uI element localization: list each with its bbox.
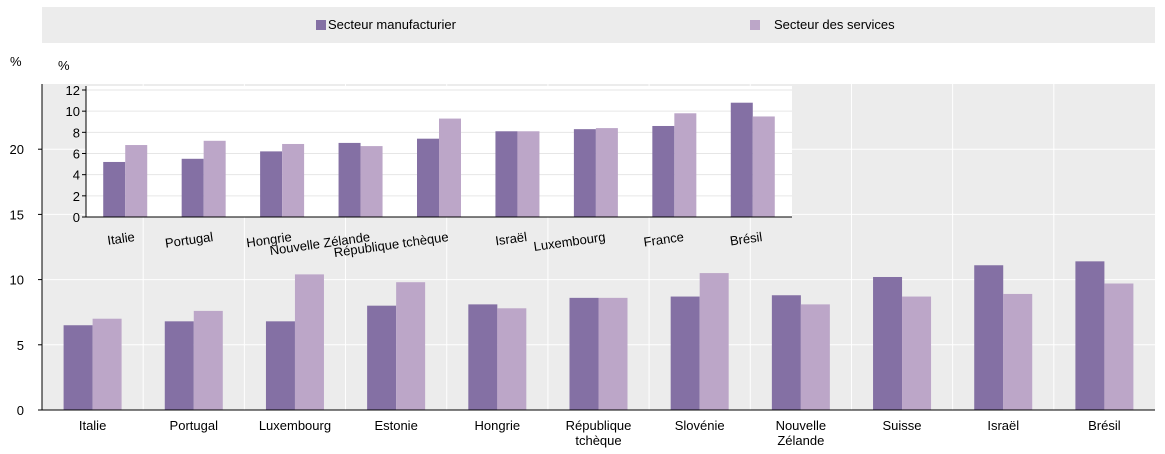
inset-bar-manufacturing [417,138,439,217]
main-x-tick-label: Portugal [170,418,219,433]
main-bar-manufacturing [265,321,295,410]
legend: Secteur manufacturier Secteur des servic… [42,7,1155,43]
main-y-tick-label: 15 [10,207,24,222]
main-bar-services [396,282,426,410]
main-y-tick-label: 20 [10,142,24,157]
main-bar-services [497,308,527,410]
legend-label-services: Secteur des services [774,17,895,32]
main-bar-services [699,273,729,410]
inset-bar-manufacturing [181,158,204,217]
main-bar-services [800,304,830,410]
inset-bar-manufacturing [495,131,518,217]
inset-bar-services [517,131,540,217]
inset-bar-services [282,143,305,217]
main-y-tick-label: 5 [17,338,24,353]
inset-bar-services [439,118,461,217]
inset-bar-services [125,145,148,217]
main-bar-services [92,318,122,410]
main-bar-manufacturing [367,305,397,410]
main-bar-manufacturing [468,304,498,410]
legend-item-services: Secteur des services [750,17,895,32]
main-y-tick-label: 0 [17,403,24,418]
main-x-tick-label: tchèque [575,433,621,448]
legend-swatch-manufacturing [316,19,326,30]
main-bar-manufacturing [569,297,599,410]
inset-bar-manufacturing [260,151,283,217]
inset-y-tick-label: 10 [66,104,80,119]
inset-x-tick-label: Italie [106,229,135,248]
main-bar-manufacturing [63,325,93,410]
inset-bar-manufacturing [652,125,675,217]
main-x-tick-label: Hongrie [475,418,521,433]
inset-x-tick-label: Hongrie [245,229,292,250]
inset-y-tick-label: 6 [73,147,80,162]
main-x-tick-label: République [566,418,632,433]
main-bar-manufacturing [670,296,700,410]
inset-bar-manufacturing [573,129,596,217]
main-x-tick-label: Zélande [777,433,824,448]
main-bar-services [1104,283,1134,410]
main-x-tick-label: Israël [987,418,1019,433]
inset-x-tick-label: Israël [494,229,528,248]
inset-y-tick-label: 8 [73,125,80,140]
main-x-tick-label: Italie [79,418,106,433]
inset-y-tick-label: 12 [66,83,80,98]
main-x-tick-label: Brésil [1088,418,1121,433]
main-y-axis-label: % [10,54,22,69]
inset-bar-services [752,116,775,217]
inset-y-tick-label: 2 [73,189,80,204]
main-y-tick-label: 10 [10,273,24,288]
main-bar-manufacturing [1075,261,1105,410]
main-bar-manufacturing [974,265,1004,410]
inset-y-tick-label: 0 [73,210,80,225]
inset-bar-services [674,113,697,217]
main-bar-manufacturing [771,295,801,410]
main-bar-services [294,274,324,410]
inset-x-tick-label: Brésil [729,229,763,248]
main-bar-manufacturing [873,276,903,410]
main-x-tick-label: Suisse [883,418,922,433]
inset-bar-services [595,128,618,217]
inset-x-tick-label: France [643,229,685,249]
main-x-tick-label: Estonie [374,418,417,433]
inset-bar-services [360,146,383,217]
main-x-tick-label: Slovénie [675,418,725,433]
main-bar-services [1003,293,1033,410]
legend-label-manufacturing: Secteur manufacturier [328,17,456,32]
inset-y-axis-label: % [58,58,70,73]
inset-bar-manufacturing [338,142,361,217]
inset-x-tick-label: Portugal [164,229,214,251]
inset-bar-manufacturing [103,161,126,217]
main-bar-services [193,310,223,410]
main-bar-manufacturing [164,321,194,410]
legend-item-manufacturing: Secteur manufacturier [316,17,456,32]
legend-swatch-services [750,19,760,30]
main-bar-services [902,296,932,410]
inset-bar-manufacturing [730,102,753,217]
inset-bar-services [203,140,226,217]
main-x-tick-label: Luxembourg [259,418,331,433]
inset-y-tick-label: 4 [73,168,80,183]
main-x-tick-label: Nouvelle [776,418,827,433]
main-bar-services [598,297,628,410]
